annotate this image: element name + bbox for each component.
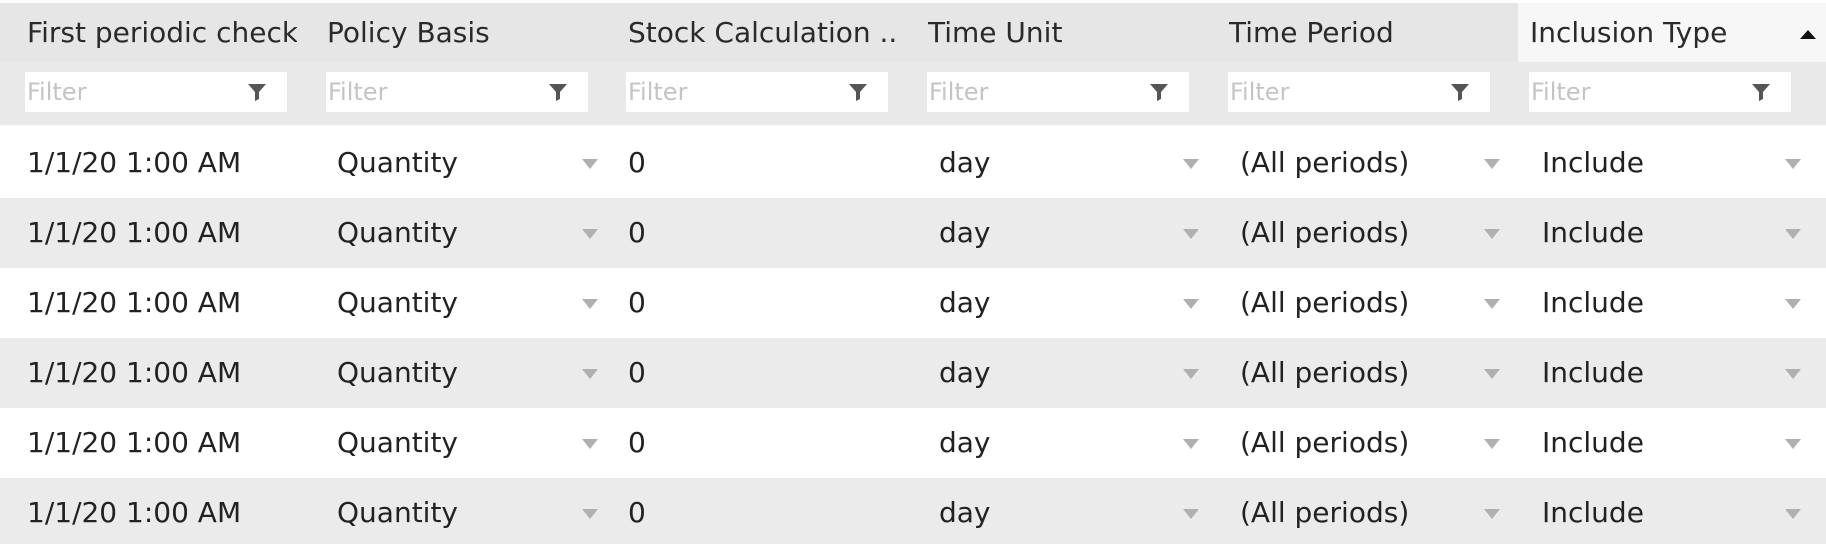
chevron-down-icon[interactable] [1183, 439, 1199, 449]
table-row[interactable]: 1/1/20 1:00 AM Quantity 0 day (All perio… [0, 128, 1826, 198]
filter-box-policy-basis [326, 72, 588, 112]
chevron-down-icon[interactable] [1785, 299, 1801, 309]
cell-inclusion-type[interactable]: Include [1542, 356, 1644, 389]
funnel-icon[interactable] [1751, 82, 1771, 102]
table-row[interactable]: 1/1/20 1:00 AM Quantity 0 day (All perio… [0, 408, 1826, 478]
column-header-inclusion-type[interactable]: Inclusion Type [1518, 3, 1826, 62]
chevron-down-icon[interactable] [1785, 439, 1801, 449]
chevron-down-icon[interactable] [1183, 509, 1199, 519]
table-row[interactable]: 1/1/20 1:00 AM Quantity 0 day (All perio… [0, 198, 1826, 268]
filter-box-stock-calculation [626, 72, 888, 112]
cell-policy-basis[interactable]: Quantity [337, 496, 458, 529]
cell-inclusion-type[interactable]: Include [1542, 146, 1644, 179]
filter-input[interactable] [626, 72, 838, 112]
cell-policy-basis[interactable]: Quantity [337, 146, 458, 179]
chevron-down-icon[interactable] [1484, 509, 1500, 519]
chevron-down-icon[interactable] [1484, 299, 1500, 309]
cell-first-periodic-check: 1/1/20 1:00 AM [27, 426, 242, 459]
chevron-down-icon[interactable] [1183, 229, 1199, 239]
funnel-icon[interactable] [548, 82, 568, 102]
filter-input[interactable] [1228, 72, 1440, 112]
cell-stock-calculation[interactable]: 0 [628, 286, 646, 319]
chevron-down-icon[interactable] [1484, 369, 1500, 379]
cell-stock-calculation[interactable]: 0 [628, 146, 646, 179]
cell-time-period[interactable]: (All periods) [1240, 286, 1410, 319]
grid-header: First periodic check Policy Basis Stock … [0, 3, 1826, 62]
cell-stock-calculation[interactable]: 0 [628, 426, 646, 459]
chevron-down-icon[interactable] [582, 229, 598, 239]
funnel-icon[interactable] [1149, 82, 1169, 102]
funnel-icon[interactable] [1450, 82, 1470, 102]
chevron-down-icon[interactable] [582, 299, 598, 309]
funnel-icon[interactable] [247, 82, 267, 102]
chevron-down-icon[interactable] [582, 159, 598, 169]
chevron-down-icon[interactable] [1484, 439, 1500, 449]
table-row[interactable]: 1/1/20 1:00 AM Quantity 0 day (All perio… [0, 268, 1826, 338]
filter-input[interactable] [1529, 72, 1741, 112]
cell-time-unit[interactable]: day [939, 286, 991, 319]
chevron-down-icon[interactable] [1785, 369, 1801, 379]
filter-row [0, 62, 1826, 125]
chevron-down-icon[interactable] [1484, 229, 1500, 239]
cell-time-unit[interactable]: day [939, 496, 991, 529]
chevron-down-icon[interactable] [1785, 229, 1801, 239]
cell-inclusion-type[interactable]: Include [1542, 426, 1644, 459]
cell-inclusion-type[interactable]: Include [1542, 496, 1644, 529]
filter-box-time-period [1228, 72, 1490, 112]
table-row[interactable]: 1/1/20 1:00 AM Quantity 0 day (All perio… [0, 338, 1826, 408]
cell-stock-calculation[interactable]: 0 [628, 356, 646, 389]
cell-first-periodic-check: 1/1/20 1:00 AM [27, 356, 242, 389]
column-header-stock-calculation[interactable]: Stock Calculation ... [628, 16, 900, 49]
cell-inclusion-type[interactable]: Include [1542, 286, 1644, 319]
chevron-down-icon[interactable] [582, 369, 598, 379]
cell-policy-basis[interactable]: Quantity [337, 216, 458, 249]
cell-stock-calculation[interactable]: 0 [628, 216, 646, 249]
filter-input[interactable] [927, 72, 1139, 112]
sort-ascending-icon[interactable] [1800, 30, 1816, 39]
cell-time-unit[interactable]: day [939, 146, 991, 179]
filter-input[interactable] [326, 72, 538, 112]
cell-policy-basis[interactable]: Quantity [337, 286, 458, 319]
chevron-down-icon[interactable] [582, 439, 598, 449]
chevron-down-icon[interactable] [1484, 159, 1500, 169]
cell-time-period[interactable]: (All periods) [1240, 496, 1410, 529]
cell-time-period[interactable]: (All periods) [1240, 356, 1410, 389]
column-header-time-period[interactable]: Time Period [1229, 16, 1394, 49]
chevron-down-icon[interactable] [582, 509, 598, 519]
chevron-down-icon[interactable] [1183, 369, 1199, 379]
funnel-icon[interactable] [848, 82, 868, 102]
cell-policy-basis[interactable]: Quantity [337, 356, 458, 389]
table-row[interactable]: 1/1/20 1:00 AM Quantity 0 day (All perio… [0, 478, 1826, 544]
column-header-time-unit[interactable]: Time Unit [928, 16, 1063, 49]
cell-first-periodic-check: 1/1/20 1:00 AM [27, 146, 242, 179]
column-header-first-periodic-check[interactable]: First periodic check [27, 16, 297, 49]
chevron-down-icon[interactable] [1785, 509, 1801, 519]
filter-input[interactable] [25, 72, 237, 112]
cell-first-periodic-check: 1/1/20 1:00 AM [27, 216, 242, 249]
cell-time-unit[interactable]: day [939, 426, 991, 459]
cell-time-unit[interactable]: day [939, 356, 991, 389]
filter-box-first-periodic-check [25, 72, 287, 112]
chevron-down-icon[interactable] [1785, 159, 1801, 169]
cell-time-period[interactable]: (All periods) [1240, 216, 1410, 249]
cell-first-periodic-check: 1/1/20 1:00 AM [27, 286, 242, 319]
filter-box-inclusion-type [1529, 72, 1791, 112]
column-header-label: Inclusion Type [1530, 16, 1728, 49]
cell-time-period[interactable]: (All periods) [1240, 426, 1410, 459]
cell-stock-calculation[interactable]: 0 [628, 496, 646, 529]
cell-time-unit[interactable]: day [939, 216, 991, 249]
filter-box-time-unit [927, 72, 1189, 112]
cell-time-period[interactable]: (All periods) [1240, 146, 1410, 179]
cell-policy-basis[interactable]: Quantity [337, 426, 458, 459]
cell-first-periodic-check: 1/1/20 1:00 AM [27, 496, 242, 529]
chevron-down-icon[interactable] [1183, 159, 1199, 169]
chevron-down-icon[interactable] [1183, 299, 1199, 309]
cell-inclusion-type[interactable]: Include [1542, 216, 1644, 249]
column-header-policy-basis[interactable]: Policy Basis [327, 16, 490, 49]
